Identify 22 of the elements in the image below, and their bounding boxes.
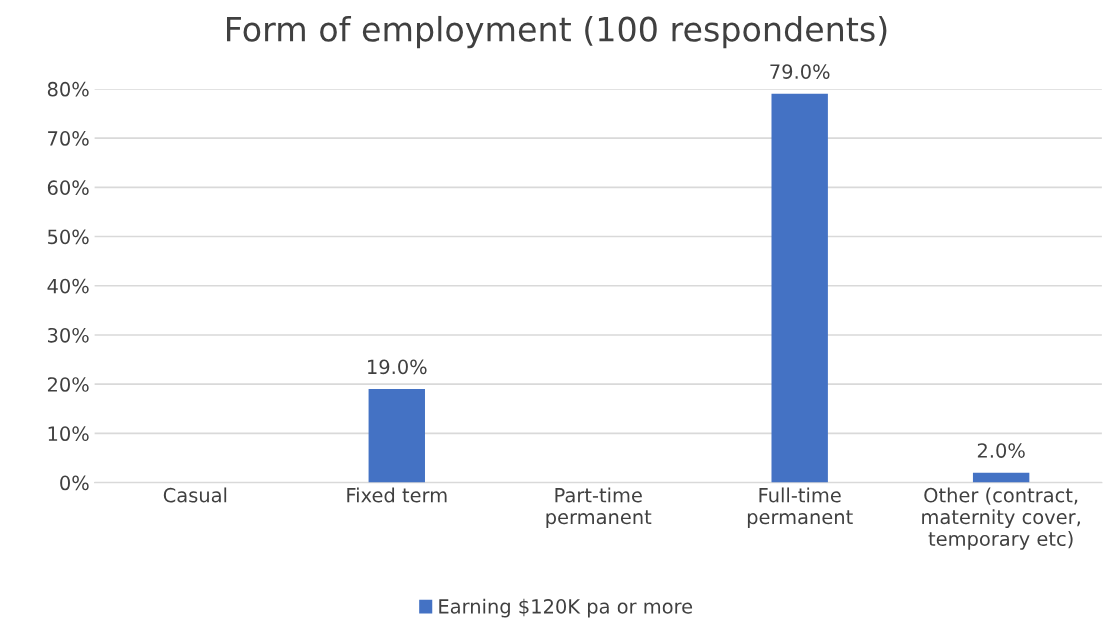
x-tick-label: Other (contract, maternity cover, temporary etc) xyxy=(922,487,1080,550)
bar xyxy=(771,93,828,483)
y-tick-label: 50% xyxy=(48,229,89,245)
y-tick-label: 0% xyxy=(60,475,89,491)
x-tick-label: Part-time permanent xyxy=(546,487,652,529)
x-tick-label: Full-time permanent xyxy=(747,487,853,529)
y-tick-label: 30% xyxy=(48,327,89,343)
data-label: 2.0% xyxy=(977,443,1025,458)
legend-label: Earning $120K pa or more xyxy=(439,598,693,618)
data-label: 19.0% xyxy=(368,359,427,375)
bar xyxy=(368,389,425,483)
y-tick-label: 60% xyxy=(47,180,89,195)
bar xyxy=(972,472,1030,483)
chart-title: Form of employment (100 respondents) xyxy=(227,15,887,49)
y-tick-label: 10% xyxy=(48,426,89,442)
y-tick-label: 20% xyxy=(47,377,89,392)
y-tick-label: 70% xyxy=(48,131,89,146)
data-label: 79.0% xyxy=(770,64,830,79)
x-tick-label: Casual xyxy=(163,487,227,503)
y-tick-label: 80% xyxy=(47,81,89,97)
y-tick-label: 40% xyxy=(47,278,89,294)
x-tick-label: Fixed term xyxy=(347,487,447,503)
